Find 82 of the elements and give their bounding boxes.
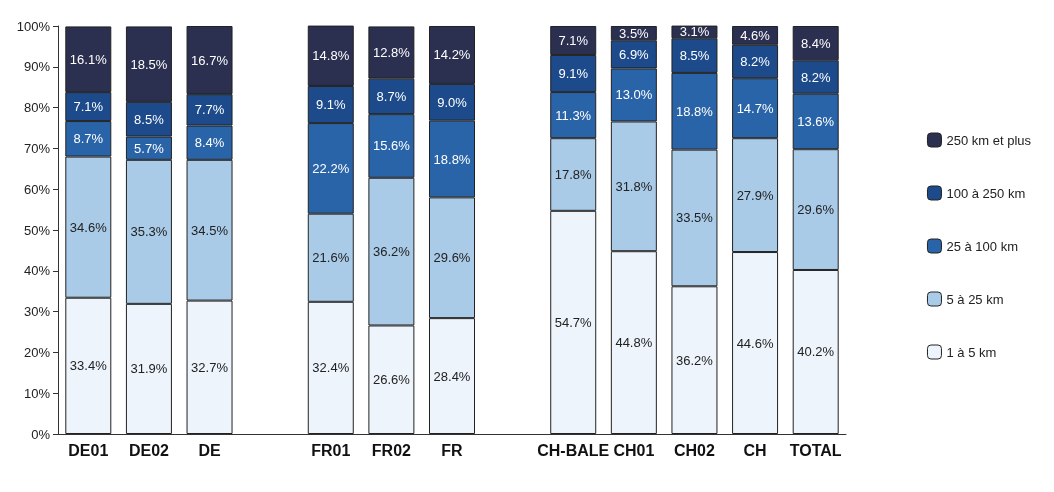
legend-label: 250 km et plus [946, 132, 1032, 148]
data-label: 8.5% [679, 48, 710, 64]
y-tick-label: 0% [31, 426, 51, 442]
data-label: 8.5% [134, 111, 165, 127]
y-tick-label: 10% [23, 385, 51, 401]
data-label: 13.0% [615, 87, 653, 103]
data-label: 13.6% [797, 113, 835, 129]
y-tick-label: 70% [23, 140, 51, 156]
data-label: 3.1% [679, 24, 710, 40]
x-tick-label: FR01 [311, 441, 351, 459]
data-label: 31.8% [615, 178, 653, 194]
x-tick-label: CH [743, 441, 767, 459]
data-label: 14.8% [312, 48, 350, 64]
legend-label: 1 à 5 km [946, 344, 997, 360]
data-label: 35.3% [130, 224, 168, 240]
data-label: 26.6% [372, 372, 411, 388]
x-tick-label: CH-BALE [537, 441, 610, 459]
data-label: 33.5% [676, 210, 714, 226]
data-label: 3.5% [619, 25, 650, 41]
x-tick-label: DE [198, 441, 221, 459]
data-label: 9.1% [315, 97, 347, 113]
data-label: 8.7% [73, 131, 104, 147]
data-label: 18.5% [130, 56, 168, 72]
data-label: 8.2% [740, 54, 771, 69]
data-label: 32.4% [312, 360, 350, 376]
y-tick-label: 80% [23, 100, 51, 116]
data-label: 8.7% [376, 88, 407, 104]
data-label: 29.6% [433, 250, 471, 266]
data-label: 44.6% [736, 335, 774, 351]
data-label: 22.2% [312, 160, 350, 176]
x-tick-label: CH02 [674, 441, 716, 459]
data-label: 9.1% [558, 66, 589, 82]
data-label: 33.4% [69, 358, 108, 374]
data-label: 8.4% [194, 135, 225, 151]
data-label: 8.4% [800, 35, 831, 51]
data-label: 34.5% [191, 222, 229, 238]
data-label: 16.1% [69, 51, 108, 67]
data-label: 27.9% [736, 187, 774, 203]
data-label: 17.8% [554, 167, 593, 183]
data-label: 7.1% [558, 32, 589, 48]
y-tick-label: 30% [23, 304, 51, 320]
data-label: 9.0% [437, 94, 468, 110]
data-label: 28.4% [433, 368, 471, 384]
data-label: 40.2% [797, 344, 835, 360]
data-label: 34.6% [69, 219, 108, 235]
x-tick-label: DE02 [128, 441, 170, 459]
y-tick-label: 90% [23, 59, 51, 75]
legend-label: 100 à 250 km [946, 185, 1026, 201]
data-label: 5.7% [134, 140, 165, 156]
data-label: 11.3% [555, 107, 592, 123]
data-label: 31.9% [130, 361, 168, 377]
y-tick-label: 50% [23, 222, 51, 238]
data-label: 36.2% [372, 244, 411, 260]
y-tick-label: 60% [23, 181, 51, 197]
y-tick-label: 20% [23, 344, 51, 360]
legend-label: 5 à 25 km [946, 291, 1004, 307]
data-label: 54.7% [554, 314, 593, 330]
data-label: 18.8% [433, 151, 471, 167]
data-label: 14.2% [433, 47, 471, 63]
data-label: 7.1% [73, 99, 104, 115]
data-label: 21.6% [312, 250, 350, 266]
x-tick-label: TOTAL [789, 441, 842, 459]
data-label: 16.7% [191, 52, 229, 68]
data-label: 6.9% [619, 46, 650, 62]
x-tick-label: CH01 [613, 441, 655, 459]
x-tick-label: FR [441, 441, 464, 459]
data-label: 32.7% [191, 359, 229, 375]
data-label: 36.2% [676, 352, 714, 368]
data-label: 18.8% [676, 103, 714, 119]
data-label: 14.7% [736, 100, 774, 116]
data-label: 4.6% [740, 27, 771, 43]
data-label: 8.2% [800, 69, 831, 85]
x-tick-label: DE01 [68, 441, 109, 459]
data-label: 7.7% [194, 102, 225, 118]
data-label: 44.8% [615, 335, 653, 351]
data-label: 15.6% [372, 138, 411, 154]
data-label: 29.6% [797, 202, 835, 218]
y-tick-label: 40% [23, 263, 51, 279]
legend-label: 25 à 100 km [946, 238, 1018, 254]
x-tick-label: FR02 [371, 441, 412, 459]
data-label: 12.8% [372, 45, 411, 61]
y-tick-label: 100% [16, 18, 51, 34]
